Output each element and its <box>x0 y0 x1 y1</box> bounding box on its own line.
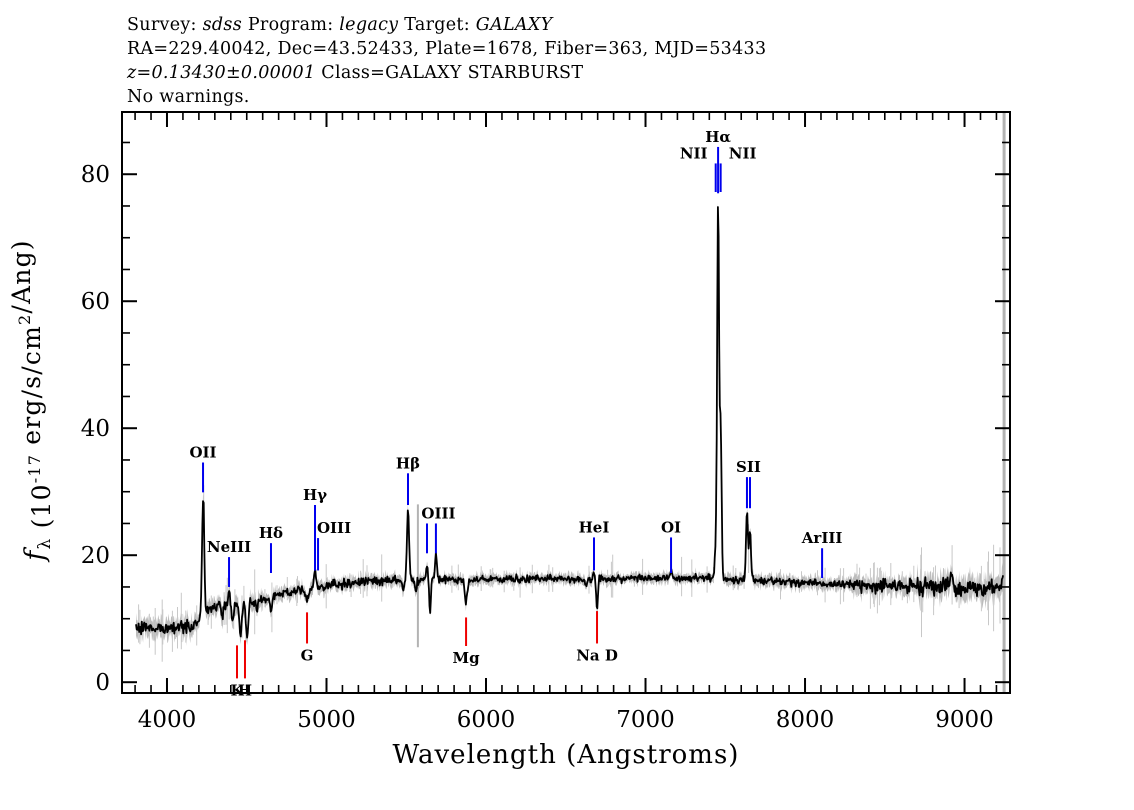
line-marker-G: G <box>301 612 314 664</box>
line-marker-Hβ: Hβ <box>396 454 420 506</box>
line-marker-SII: SII <box>736 458 761 509</box>
marker-label: HeI <box>579 518 610 536</box>
header-survey-line: Survey: sdss Program: legacy Target: GAL… <box>127 15 554 35</box>
x-tick-label-7000: 7000 <box>616 707 675 733</box>
plot-frame-and-ticks <box>121 111 1011 694</box>
line-marker-NII: NII <box>680 144 717 193</box>
line-marker-NII: NII <box>719 144 757 193</box>
marker-label: Mg <box>453 649 481 667</box>
marker-label: H <box>238 681 252 699</box>
y-tick-label-0: 0 <box>95 670 110 696</box>
line-marker-OII: OII <box>189 444 217 493</box>
line-marker-K: K <box>230 645 244 699</box>
y-axis-title: fλ (10-17 erg/s/cm2/Ang) <box>7 239 56 563</box>
line-marker-H: H <box>238 640 252 699</box>
spectrum-trace <box>135 206 1004 639</box>
line-marker-OI: OI <box>661 518 681 573</box>
header-warnings-line: No warnings. <box>127 87 250 107</box>
line-marker-Hα: Hα <box>705 128 731 194</box>
x-axis-title: Wavelength (Angstroms) <box>393 740 740 770</box>
marker-label: K <box>230 681 244 699</box>
marker-label: OIII <box>421 504 455 522</box>
error-band <box>136 201 1004 662</box>
header-class-line: z=0.13430±0.00001 Class=GALAXY STARBURST <box>126 63 583 83</box>
line-marker-OIII: OIII <box>421 504 456 554</box>
x-tick-label-5000: 5000 <box>297 707 356 733</box>
y-tick-label-80: 80 <box>81 162 110 188</box>
marker-label: Hβ <box>396 454 420 472</box>
y-tick-label-20: 20 <box>81 543 110 569</box>
header-coords-line: RA=229.40042, Dec=43.52433, Plate=1678, … <box>127 39 766 59</box>
line-marker-Hδ: Hδ <box>259 524 283 573</box>
line-marker-Mg: Mg <box>453 617 481 667</box>
marker-label: NII <box>729 144 757 162</box>
y-tick-label-40: 40 <box>81 416 110 442</box>
x-tick-label-6000: 6000 <box>457 707 516 733</box>
marker-label: NeIII <box>207 538 251 556</box>
x-tick-label-4000: 4000 <box>138 707 197 733</box>
axis-tick-labels: 4000 5000 6000 7000 8000 9000 0 20 40 60 80 <box>81 162 994 733</box>
marker-label: Hδ <box>259 524 283 542</box>
marker-label: SII <box>736 458 761 476</box>
marker-label: OI <box>661 518 681 536</box>
y-tick-label-60: 60 <box>81 289 110 315</box>
line-marker-OIII: OIII <box>317 519 351 571</box>
marker-label: ArIII <box>801 529 843 547</box>
flux-spectrum-line <box>135 206 1004 639</box>
marker-label: NII <box>680 144 708 162</box>
sky-residual-lines <box>416 112 1006 693</box>
marker-label: OIII <box>317 519 351 537</box>
x-tick-label-8000: 8000 <box>776 707 835 733</box>
line-marker-ArIII: ArIII <box>801 529 843 579</box>
marker-label: Hα <box>705 128 731 146</box>
x-tick-label-9000: 9000 <box>935 707 994 733</box>
line-marker-Hγ: Hγ <box>303 486 327 571</box>
marker-label: Hγ <box>303 486 327 504</box>
line-marker-HeI: HeI <box>579 518 610 571</box>
marker-label: Na D <box>576 646 618 664</box>
header-text: Survey: sdss Program: legacy Target: GAL… <box>126 15 766 107</box>
line-marker-Na-D: Na D <box>576 611 618 664</box>
line-marker-NeIII: NeIII <box>207 538 251 587</box>
marker-label: OII <box>189 444 216 462</box>
marker-label: G <box>301 646 314 664</box>
